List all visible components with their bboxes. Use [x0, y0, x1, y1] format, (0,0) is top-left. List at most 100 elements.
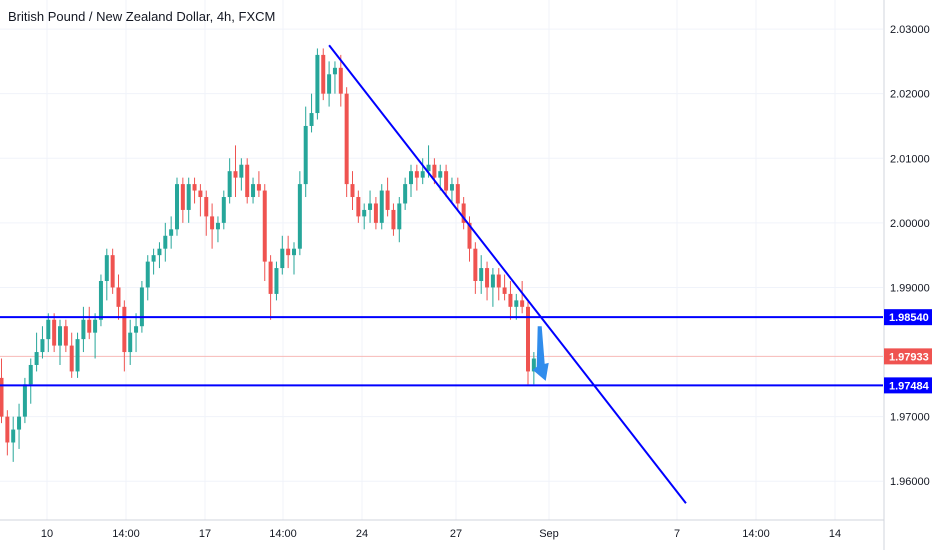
- candle-body: [11, 429, 16, 443]
- candle: [175, 177, 179, 236]
- candle: [531, 352, 536, 385]
- candle: [292, 242, 296, 275]
- candle: [169, 216, 174, 249]
- candle-body: [63, 326, 68, 346]
- candle-body: [175, 184, 179, 230]
- candle-body: [502, 287, 507, 294]
- candle-body: [104, 255, 109, 281]
- candle-body: [204, 197, 209, 217]
- candle-body: [98, 280, 103, 320]
- candle: [17, 403, 22, 449]
- candle-body: [274, 268, 279, 294]
- candle: [75, 332, 80, 378]
- candle: [262, 184, 267, 281]
- price-tick-label: 2.00000: [890, 218, 930, 230]
- candle: [233, 145, 238, 198]
- candle: [286, 235, 291, 269]
- candle-body: [110, 255, 115, 288]
- candle-body: [321, 54, 326, 94]
- time-tick-label: 14:00: [112, 528, 140, 540]
- candle: [93, 313, 98, 359]
- candle-body: [69, 345, 74, 372]
- candle: [180, 177, 185, 223]
- candle: [485, 261, 490, 301]
- candle-body: [151, 255, 156, 262]
- candle-body: [215, 222, 220, 230]
- candle-body: [344, 93, 349, 185]
- support-price-badge: 1.97484: [884, 377, 932, 394]
- candle-body: [379, 190, 384, 223]
- candle: [239, 158, 244, 191]
- candle-body: [350, 184, 355, 198]
- candle-body: [262, 190, 267, 262]
- candle-body: [373, 203, 378, 223]
- candle: [69, 332, 74, 378]
- price-tick-label: 2.03000: [890, 24, 930, 36]
- candle-body: [251, 184, 256, 198]
- candle-body: [28, 364, 33, 385]
- candle-body: [385, 190, 390, 210]
- candle-body: [467, 222, 472, 249]
- current-price-badge: 1.97933: [884, 348, 932, 365]
- candle: [414, 164, 419, 191]
- candle-body: [256, 184, 261, 191]
- candle: [327, 61, 332, 107]
- candle: [379, 184, 384, 230]
- candle-body: [526, 306, 530, 372]
- candle-body: [286, 248, 291, 256]
- candle-body: [438, 171, 443, 178]
- candle-body: [198, 190, 203, 198]
- candle-body: [338, 67, 343, 94]
- candle: [98, 274, 103, 327]
- candle-body: [134, 326, 139, 333]
- candle-body: [455, 184, 460, 204]
- candle: [455, 177, 460, 210]
- candle-body: [245, 164, 250, 198]
- candle-body: [332, 67, 337, 75]
- candle-body: [75, 339, 80, 372]
- candle: [502, 274, 507, 301]
- candle-body: [426, 164, 431, 172]
- candle-body: [303, 125, 308, 185]
- candle-body: [432, 164, 437, 178]
- candle-body: [46, 319, 51, 340]
- candle: [315, 48, 320, 120]
- candle: [479, 255, 484, 294]
- candle: [204, 190, 209, 236]
- candle: [87, 306, 92, 340]
- candle-body: [496, 274, 501, 288]
- candle-body: [514, 300, 519, 307]
- candle: [198, 184, 203, 217]
- candle: [116, 274, 121, 320]
- candle: [40, 326, 45, 359]
- candle-body: [145, 261, 150, 288]
- candle-body: [520, 300, 525, 307]
- candle-body: [420, 171, 425, 178]
- candle-body: [403, 184, 408, 204]
- candle: [110, 248, 115, 294]
- candle: [332, 61, 337, 94]
- badge-label: 1.97933: [889, 351, 929, 363]
- time-tick-label: 10: [41, 528, 53, 540]
- candle-body: [391, 209, 396, 230]
- candle-body: [356, 197, 361, 217]
- candle: [28, 358, 33, 404]
- candle: [514, 293, 519, 320]
- candle: [52, 313, 57, 353]
- candle-body: [58, 326, 62, 346]
- candle-body: [221, 197, 226, 223]
- candle: [215, 216, 220, 243]
- candle-body: [368, 203, 373, 210]
- candles: [0, 48, 542, 462]
- candle: [496, 268, 501, 301]
- time-tick-label: 27: [450, 528, 462, 540]
- candle-body: [485, 268, 490, 288]
- chart-title: British Pound / New Zealand Dollar, 4h, …: [8, 9, 276, 24]
- price-tick-label: 1.97000: [890, 412, 930, 424]
- candle: [385, 177, 390, 217]
- candle: [245, 158, 250, 204]
- badge-background: [884, 309, 932, 326]
- price-tick-label: 1.99000: [890, 282, 930, 294]
